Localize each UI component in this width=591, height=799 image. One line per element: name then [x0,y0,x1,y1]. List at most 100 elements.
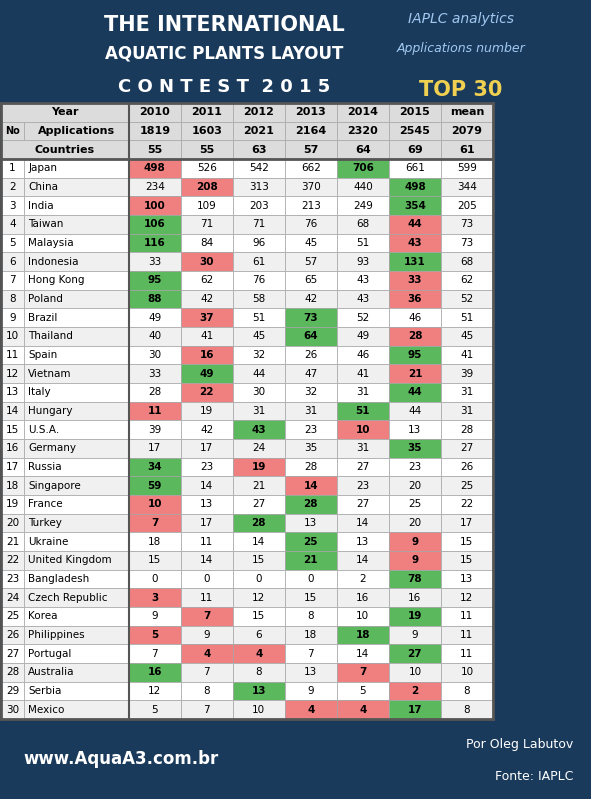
Text: India: India [28,201,54,211]
Bar [181,607,233,626]
Bar [389,645,441,663]
Bar [233,532,285,551]
Bar [337,458,389,476]
Text: 13: 13 [304,667,317,678]
Bar [233,514,285,532]
Bar [233,327,285,346]
Bar [233,570,285,588]
Bar [441,532,493,551]
Bar [285,308,337,327]
Text: 1603: 1603 [191,126,222,136]
Text: 28: 28 [304,462,317,472]
Text: 2011: 2011 [191,107,222,117]
Bar [129,327,181,346]
Bar [285,682,337,701]
Bar [24,197,129,215]
Text: 16: 16 [6,443,19,453]
Text: 28: 28 [460,425,473,435]
Bar [181,682,233,701]
Text: 32: 32 [252,350,265,360]
Bar [24,439,129,458]
Bar [441,252,493,271]
Text: 2: 2 [411,686,418,696]
Bar [441,197,493,215]
Text: 2545: 2545 [400,126,430,136]
Bar [441,308,493,327]
Bar [441,402,493,420]
Text: 37: 37 [200,312,214,323]
Text: 313: 313 [249,182,269,192]
Bar [181,663,233,682]
Bar [441,177,493,197]
Text: 58: 58 [252,294,265,304]
Text: Portugal: Portugal [28,649,72,658]
Text: 55: 55 [199,145,215,155]
Text: 208: 208 [196,182,217,192]
Text: 8: 8 [203,686,210,696]
Bar [233,103,285,121]
Bar [285,121,337,141]
Text: 11: 11 [460,630,473,640]
Bar [441,159,493,177]
Text: 19: 19 [252,462,266,472]
Text: 13: 13 [252,686,266,696]
Text: 25: 25 [460,481,473,491]
Text: 23: 23 [200,462,213,472]
Text: 344: 344 [457,182,477,192]
Text: Philippines: Philippines [28,630,85,640]
Bar [1,197,24,215]
Text: 27: 27 [252,499,265,510]
Bar [389,177,441,197]
Text: 40: 40 [148,332,161,341]
Text: 61: 61 [459,145,475,155]
Text: 30: 30 [6,705,19,715]
Text: 31: 31 [460,388,473,397]
Bar [337,607,389,626]
Text: 27: 27 [356,499,369,510]
Text: 69: 69 [407,145,423,155]
Bar [337,663,389,682]
Text: 24: 24 [252,443,265,453]
Bar [24,121,129,141]
Text: Bangladesh: Bangladesh [28,574,90,584]
Bar [285,514,337,532]
Bar [1,233,24,252]
Bar [233,271,285,290]
Bar [337,346,389,364]
Text: 35: 35 [304,443,317,453]
Text: 8: 8 [9,294,16,304]
Text: 234: 234 [145,182,165,192]
Bar [441,346,493,364]
Bar [389,626,441,645]
Text: 1: 1 [9,163,16,173]
Text: 14: 14 [252,537,265,547]
Text: 2320: 2320 [348,126,378,136]
Text: 47: 47 [304,368,317,379]
Bar [24,252,129,271]
Bar [441,121,493,141]
Bar [233,159,285,177]
Text: 1819: 1819 [139,126,170,136]
Bar [389,271,441,290]
Text: www.AquaA3.com.br: www.AquaA3.com.br [24,750,219,768]
Text: 49: 49 [356,332,369,341]
Bar [181,551,233,570]
Bar [441,458,493,476]
Text: 106: 106 [144,220,165,229]
Text: 21: 21 [304,555,318,566]
Text: 542: 542 [249,163,269,173]
Bar [337,645,389,663]
Bar [285,551,337,570]
Text: 2014: 2014 [348,107,378,117]
Bar [1,383,24,402]
Bar [1,159,24,177]
Bar [1,346,24,364]
Text: 30: 30 [252,388,265,397]
Text: 13: 13 [408,425,421,435]
Text: Applications number: Applications number [397,42,525,55]
Text: 526: 526 [197,163,217,173]
Text: 41: 41 [200,332,213,341]
Bar [1,308,24,327]
Bar [1,476,24,495]
Bar [233,439,285,458]
